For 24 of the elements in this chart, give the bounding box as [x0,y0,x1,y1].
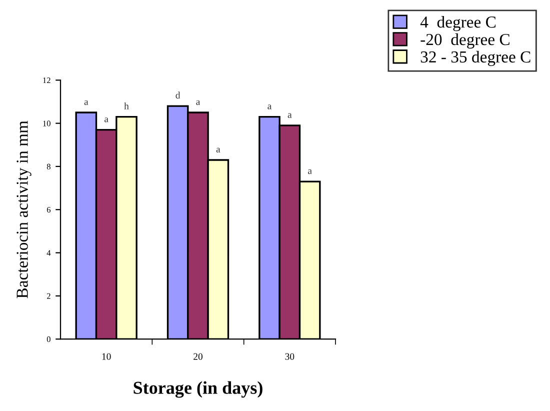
y-tick-label: 10 [43,120,50,126]
annotation: a [268,104,272,110]
x-tick-label: 20 [194,353,202,360]
y-tick-label: 2 [46,293,50,299]
legend-label: 4 degree C [420,16,496,32]
annotation: a [308,169,312,174]
y-tick-label: 0 [46,336,50,342]
annotation: a [84,100,88,105]
y-tick-label: 12 [43,78,50,84]
y-axis-title: Bacteriocin activity in mm [16,120,32,298]
x-tick-label: 10 [102,353,111,360]
legend-label: 32 - 35 degree C [420,50,530,66]
legend-label: -20 degree C [420,33,510,49]
y-tick-label: 6 [46,206,51,213]
annotation: a [216,148,220,152]
annotation: h [124,102,129,110]
x-axis-title: Storage (in days) [134,381,262,398]
annotation: a [288,113,292,118]
annotation: a [196,100,200,105]
x-tick-label: 30 [285,353,294,360]
y-tick-label: 4 [46,250,51,256]
y-tick-label: 8 [46,164,50,170]
annotation: d [176,92,180,99]
annotation: a [104,118,108,122]
